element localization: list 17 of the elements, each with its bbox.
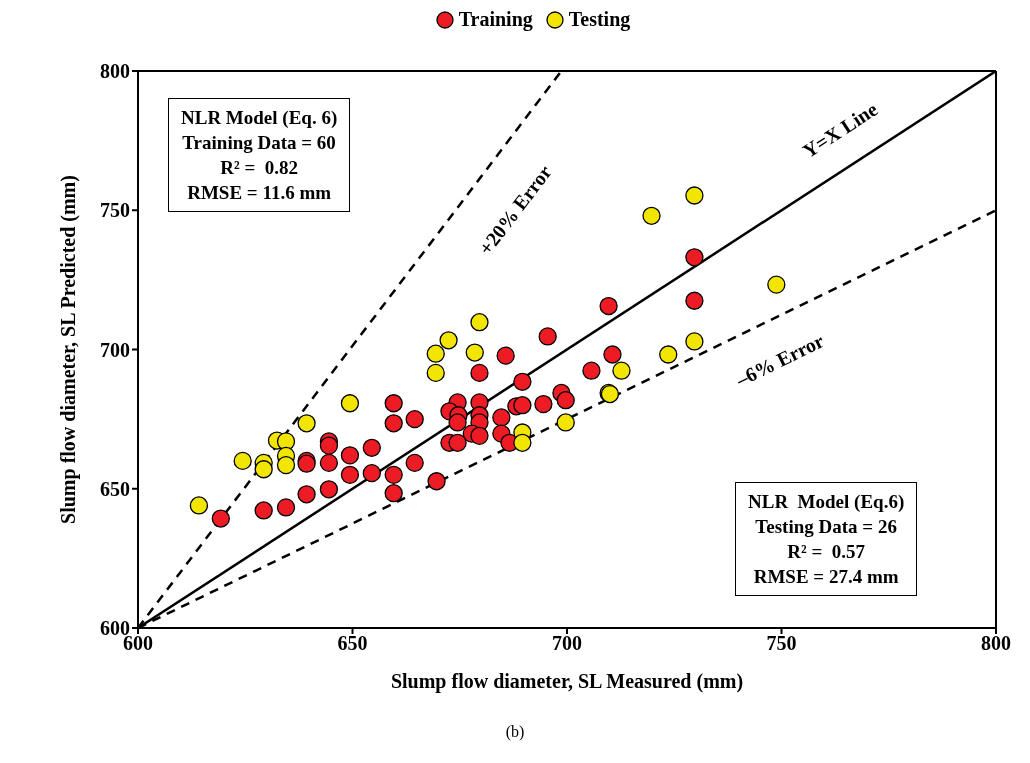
annotation: –6% Error — [731, 329, 828, 392]
x-tick-label: 700 — [552, 632, 582, 655]
annotation: Y=X Line — [798, 97, 882, 163]
y-axis-title: Slump flow diameter, SL Predicted (mm) — [57, 175, 81, 524]
annotation: NLR Model (Eq.6) Testing Data = 26 R² = 0.57 RMSE = 27.4 mm — [735, 482, 918, 596]
x-tick-label: 800 — [981, 632, 1011, 655]
y-tick-label: 750 — [100, 199, 130, 222]
x-tick-label: 650 — [337, 632, 368, 655]
x-tick-label: 750 — [766, 632, 797, 655]
annotation: NLR Model (Eq. 6) Training Data = 60 R² = 0.82 RMSE = 11.6 mm — [168, 98, 351, 212]
legend-label: Testing — [567, 8, 631, 31]
legend-label: Training — [457, 8, 533, 31]
y-tick-label: 650 — [100, 477, 130, 500]
text: (b) — [504, 723, 526, 741]
x-axis-title: Slump flow diameter, SL Measured (mm) — [390, 670, 744, 693]
y-tick-label: 800 — [100, 60, 130, 83]
y-tick-label: 700 — [100, 338, 130, 361]
